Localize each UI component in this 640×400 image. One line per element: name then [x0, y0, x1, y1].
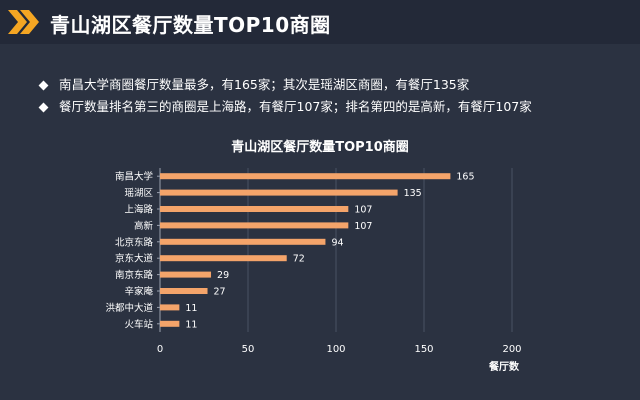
category-label: 南京东路	[115, 269, 154, 281]
x-tick-label: 0	[157, 344, 163, 355]
bar	[160, 238, 326, 245]
value-label: 27	[214, 287, 226, 298]
category-label: 火车站	[124, 318, 153, 330]
bar	[160, 271, 212, 278]
bar	[160, 222, 349, 229]
value-label: 94	[331, 237, 343, 248]
value-label: 165	[456, 172, 474, 183]
category-label: 洪都中大道	[105, 302, 153, 314]
summary-bullets: 南昌大学商圈餐厅数量最多，有165家；其次是瑶湖区商圈，有餐厅135家 餐厅数量…	[38, 74, 532, 118]
bar	[160, 255, 287, 262]
value-label: 107	[354, 221, 372, 232]
double-chevron-right-icon	[8, 10, 39, 34]
bar	[160, 173, 451, 180]
value-label: 72	[293, 254, 305, 265]
bullet-item: 南昌大学商圈餐厅数量最多，有165家；其次是瑶湖区商圈，有餐厅135家	[38, 74, 532, 96]
x-tick-label: 50	[242, 344, 255, 355]
x-axis-label: 餐厅数	[488, 360, 520, 373]
x-tick-label: 200	[502, 344, 521, 355]
category-label: 北京东路	[115, 236, 154, 248]
bar	[160, 189, 398, 196]
header-bar: 青山湖区餐厅数量TOP10商圈	[0, 0, 640, 44]
bar	[160, 206, 349, 212]
category-label: 上海路	[124, 204, 153, 216]
value-label: 11	[185, 319, 197, 330]
category-label: 瑶湖区	[124, 187, 153, 199]
value-label: 107	[354, 205, 372, 216]
category-label: 南昌大学	[115, 171, 153, 183]
x-tick-label: 150	[414, 344, 433, 355]
page-title: 青山湖区餐厅数量TOP10商圈	[50, 13, 331, 37]
value-label: 135	[404, 188, 422, 199]
bar	[160, 320, 180, 327]
bar	[160, 304, 180, 311]
x-tick-label: 100	[326, 344, 345, 355]
bullet-item: 餐厅数量排名第三的商圈是上海路，有餐厅107家；排名第四的是高新，有餐厅107家	[38, 96, 532, 118]
bullet-text: 餐厅数量排名第三的商圈是上海路，有餐厅107家；排名第四的是高新，有餐厅107家	[59, 99, 532, 114]
bullet-text: 南昌大学商圈餐厅数量最多，有165家；其次是瑶湖区商圈，有餐厅135家	[59, 77, 470, 92]
category-label: 京东大道	[115, 253, 154, 265]
category-label: 辛家庵	[124, 286, 153, 298]
bar	[160, 288, 208, 294]
value-label: 29	[217, 270, 229, 281]
category-label: 高新	[134, 220, 154, 232]
chart-title: 青山湖区餐厅数量TOP10商圈	[231, 140, 409, 155]
value-label: 11	[185, 303, 197, 314]
